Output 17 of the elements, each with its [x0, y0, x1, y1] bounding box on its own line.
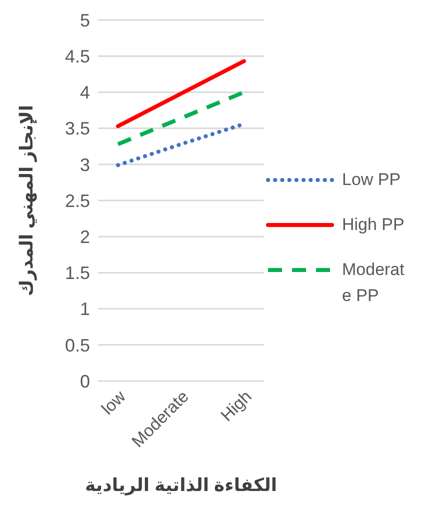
y-tick-label: 3.5 [64, 118, 90, 139]
y-tick-label: 0.5 [64, 335, 90, 356]
y-tick-label: 4 [80, 82, 90, 103]
legend-label: Low PP [342, 169, 402, 191]
y-tick-label: 4.5 [64, 46, 90, 66]
y-tick-label: 2 [80, 226, 90, 247]
y-tick-label: 1.5 [64, 263, 90, 284]
legend-label: High PP [342, 214, 406, 236]
y-axis-title: الإنجاز المهني المدرك [16, 104, 38, 296]
y-tick-label: 3 [80, 154, 90, 175]
x-tick-label: low [98, 386, 130, 418]
y-tick-label: 2.5 [64, 190, 90, 211]
y-tick-label: 0 [80, 371, 90, 392]
y-tick-label: 1 [80, 299, 90, 320]
y-tick-label: 5 [80, 10, 90, 30]
x-axis-title: الكفاءة الذاتية الريادية [84, 475, 278, 496]
legend-label: Moderate PP [342, 259, 406, 307]
